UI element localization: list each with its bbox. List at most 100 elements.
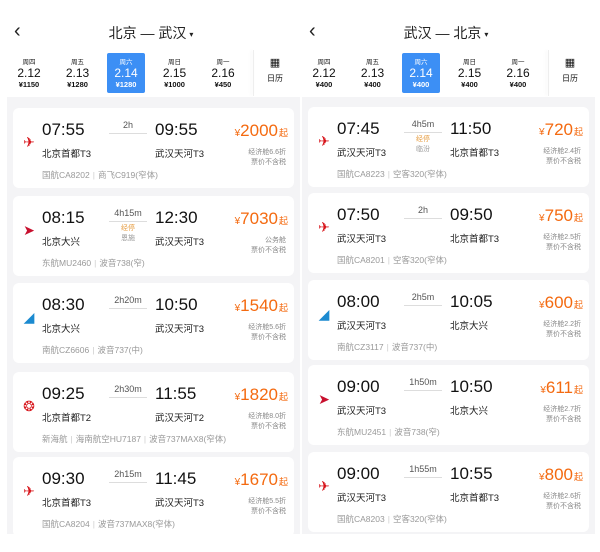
flight-info: 南航CZ6606 | 波音737(中) — [42, 344, 143, 356]
flight-card[interactable]: ➤ 09:00 10:50 武汉天河T3 北京大兴 1h50m ¥611起 经济舱2.7折 票价… — [308, 365, 589, 445]
date-strip: 周四 2.12 ¥400 周五 2.13 ¥400 周六 2.14 ¥400 周日 2.15 ¥400… — [299, 50, 593, 98]
price-value: 1540 — [240, 296, 278, 315]
back-icon[interactable]: ‹ — [309, 20, 316, 42]
tax-note: 票价不含税 — [546, 244, 581, 251]
flight-info-item: 东航MU2451 — [337, 427, 387, 437]
arrival-airport: 武汉天河T3 — [155, 149, 205, 160]
stopover-city: 临汾 — [416, 146, 430, 153]
tax-note: 票价不含税 — [251, 247, 286, 254]
flight-card[interactable]: ◢ 08:30 10:50 北京大兴 武汉天河T3 2h20m ¥1540起 经济舱5.6折票… — [13, 283, 294, 363]
tax-note: 票价不含税 — [546, 331, 581, 338]
duration: 2h30m — [105, 384, 151, 398]
header: ‹ 北京 — 武汉 ▾ — [4, 20, 298, 44]
duration-text: 4h5m — [411, 119, 435, 129]
stopover-badge: 经停 — [119, 223, 137, 233]
cabin-discount: 经济舱6.6折 — [248, 149, 286, 156]
date-tab-2.14[interactable]: 周六 2.14 ¥1280 — [107, 53, 145, 93]
duration: 2h5m — [400, 292, 446, 306]
price-from-suffix: 起 — [573, 472, 583, 482]
date-tab-2.12[interactable]: 周四 2.12 ¥1150 — [10, 53, 48, 93]
price-value: 1820 — [240, 385, 278, 404]
flight-card[interactable]: ❂ 09:25 11:55 北京首都T2 武汉天河T2 2h30m ¥1820起 经济舱8.0… — [13, 372, 294, 452]
arrival-time: 09:55 — [155, 120, 198, 139]
air-china-logo-icon: ✈ — [23, 483, 35, 499]
date-weekday: 周一 — [511, 59, 525, 66]
flight-info-item: 东航MU2460 — [42, 258, 92, 268]
chevron-down-icon: ▾ — [484, 29, 489, 39]
price: ¥2000起 — [235, 121, 288, 141]
arrival-airport: 北京首都T3 — [450, 148, 500, 159]
date-value: 2.15 — [457, 66, 482, 80]
duration-line — [109, 397, 147, 398]
date-value: 2.15 — [162, 66, 187, 80]
date-tab-2.16[interactable]: 周一 2.16 ¥450 — [204, 53, 242, 93]
date-tab-2.14[interactable]: 周六 2.14 ¥400 — [402, 53, 440, 93]
arrival-airport: 武汉天河T2 — [155, 413, 205, 424]
calendar-button[interactable]: ▦ 日历 — [260, 56, 290, 84]
back-icon[interactable]: ‹ — [14, 20, 21, 42]
date-tab-2.15[interactable]: 周日 2.15 ¥1000 — [156, 53, 194, 93]
tax-note: 票价不含税 — [251, 159, 286, 166]
arrival-time: 12:30 — [155, 208, 198, 227]
separator: | — [92, 345, 95, 355]
date-value: 2.12 — [17, 66, 41, 80]
tax-note: 票价不含税 — [546, 158, 581, 165]
date-value: 2.16 — [506, 66, 530, 80]
flight-card[interactable]: ✈ 07:45 11:50 武汉天河T3 北京首都T3 4h5m 经停 临汾 ¥720起 经济舱2… — [308, 107, 589, 187]
flight-info: 东航MU2460 | 波音738(窄) — [42, 257, 145, 269]
departure-airport: 武汉天河T3 — [337, 148, 387, 159]
flight-list[interactable]: ✈ 07:45 11:50 武汉天河T3 北京首都T3 4h5m 经停 临汾 ¥720起 经济舱2… — [302, 97, 595, 534]
date-price: ¥1000 — [164, 80, 185, 89]
date-tab-2.13[interactable]: 周五 2.13 ¥400 — [354, 53, 392, 93]
duration-line — [404, 218, 442, 219]
departure-airport: 北京大兴 — [42, 324, 81, 335]
panel-outbound: ‹ 北京 — 武汉 ▾ 周四 2.12 ¥1150 周五 2.13 ¥1280 周六 2.14 ¥12… — [4, 0, 300, 552]
calendar-button[interactable]: ▦ 日历 — [555, 56, 585, 84]
route-title[interactable]: 北京 — 武汉 ▾ — [4, 23, 298, 43]
currency-symbol: ¥ — [539, 213, 545, 224]
flight-card[interactable]: ✈ 09:00 10:55 武汉天河T3 北京首都T3 1h55m ¥800起 经济舱2.6折… — [308, 452, 589, 532]
date-price: ¥400 — [315, 80, 333, 89]
price: ¥750起 — [539, 206, 583, 226]
duration-text: 2h20m — [114, 295, 142, 305]
duration: 2h — [400, 205, 446, 219]
duration: 1h55m — [400, 464, 446, 478]
flight-info-item: 国航CA8202 — [42, 170, 90, 180]
route-title-text: 北京 — 武汉 — [108, 25, 187, 41]
arrival-airport: 北京大兴 — [450, 321, 489, 332]
date-price: ¥400 — [509, 80, 527, 89]
flight-card[interactable]: ✈ 07:50 09:50 武汉天河T3 北京首都T3 2h ¥750起 经济舱2.5折 票价不… — [308, 193, 589, 273]
departure-time: 08:00 — [337, 292, 380, 311]
flight-card[interactable]: ✈ 07:55 09:55 北京首都T3 武汉天河T3 2h ¥2000起 经济舱6.6折 票价… — [13, 108, 294, 188]
flight-card[interactable]: ◢ 08:00 10:05 武汉天河T3 北京大兴 2h5m ¥600起 经济舱2.2折 票价不… — [308, 280, 589, 360]
tax-note: 票价不含税 — [251, 423, 286, 430]
duration-text: 2h — [122, 120, 133, 130]
tax-note: 票价不含税 — [546, 503, 581, 510]
flight-card[interactable]: ✈ 09:30 11:45 北京首都T3 武汉天河T3 2h15m ¥1670起 经济舱5.5… — [13, 457, 294, 537]
price-value: 750 — [544, 206, 573, 225]
departure-airport: 北京首都T3 — [42, 498, 92, 509]
date-tab-2.15[interactable]: 周日 2.15 ¥400 — [451, 53, 489, 93]
price-value: 1670 — [240, 470, 278, 489]
departure-time: 08:15 — [42, 208, 85, 227]
arrival-airport: 武汉天河T3 — [155, 237, 205, 248]
date-weekday: 周四 — [317, 59, 331, 66]
duration: 4h5m 经停 临汾 — [400, 119, 446, 154]
departure-airport: 武汉天河T3 — [337, 406, 387, 417]
flight-list[interactable]: ✈ 07:55 09:55 北京首都T3 武汉天河T3 2h ¥2000起 经济舱6.6折 票价… — [7, 97, 300, 537]
date-strip: 周四 2.12 ¥1150 周五 2.13 ¥1280 周六 2.14 ¥1280 周日 2.15 ¥… — [4, 50, 298, 98]
flight-card[interactable]: ➤ 08:15 12:30 北京大兴 武汉天河T3 4h15m 经停 恩施 ¥7030起 公务舱票… — [13, 196, 294, 276]
date-tab-2.16[interactable]: 周一 2.16 ¥400 — [499, 53, 537, 93]
flight-info-item: 国航CA8204 — [42, 519, 90, 529]
stopover-city: 恩施 — [121, 235, 135, 242]
route-title[interactable]: 武汉 — 北京 ▾ — [299, 23, 593, 43]
duration-line — [109, 482, 147, 483]
price-value: 611 — [545, 378, 573, 397]
date-weekday: 周六 — [119, 59, 133, 66]
price-from-suffix: 起 — [278, 303, 288, 313]
air-china-logo-icon: ✈ — [23, 134, 35, 150]
separator: | — [143, 434, 147, 444]
date-tab-2.12[interactable]: 周四 2.12 ¥400 — [305, 53, 343, 93]
calendar-label: 日历 — [562, 74, 578, 83]
date-tab-2.13[interactable]: 周五 2.13 ¥1280 — [59, 53, 97, 93]
